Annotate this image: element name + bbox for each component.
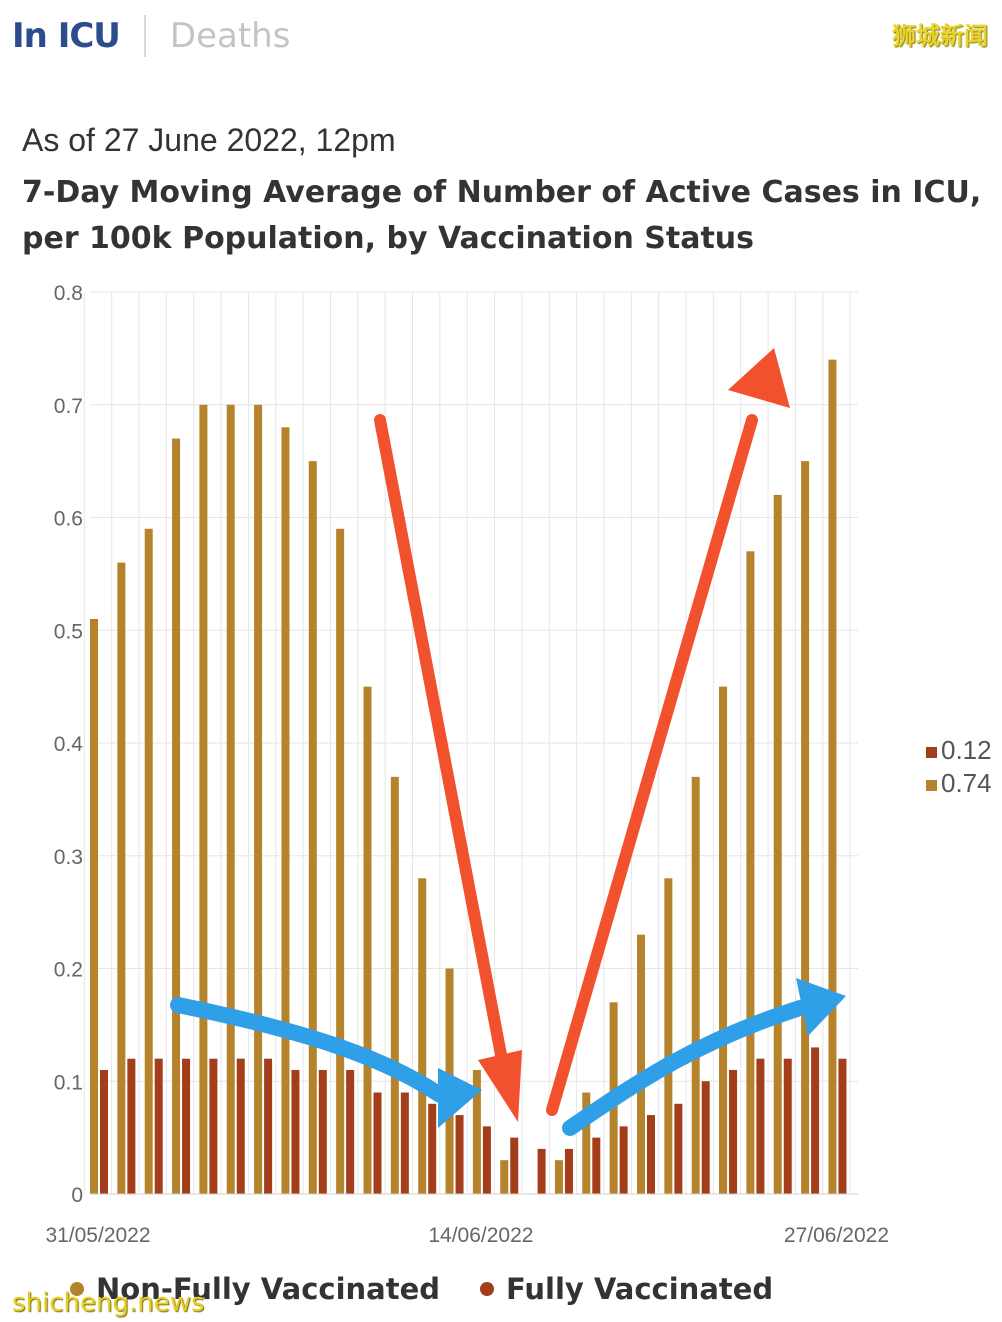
bar-non-fully-vaccinated xyxy=(117,562,126,1194)
bar-fully-vaccinated xyxy=(236,1058,245,1194)
bar-fully-vaccinated xyxy=(647,1115,655,1194)
bar-fully-vaccinated xyxy=(564,1148,573,1194)
bar-non-fully-vaccinated xyxy=(664,878,673,1194)
chart-subtitle: As of 27 June 2022, 12pm xyxy=(22,122,396,158)
bar-fully-vaccinated xyxy=(209,1058,218,1194)
tab-deaths[interactable]: Deaths xyxy=(169,16,291,56)
bar-non-fully-vaccinated xyxy=(90,618,98,1194)
bar-fully-vaccinated xyxy=(264,1058,273,1194)
bar-non-fully-vaccinated xyxy=(226,404,235,1194)
bar-fully-vaccinated xyxy=(400,1092,409,1194)
blue-arrow-right-shaft xyxy=(562,1000,808,1136)
bar-fully-vaccinated xyxy=(756,1058,765,1194)
blue-arrow-right-head xyxy=(796,978,846,1036)
y-tick-label: 0.5 xyxy=(54,620,83,643)
legend-label-non-fully: Non-Fully Vaccinated xyxy=(96,1272,441,1306)
red-arrow-down-shaft xyxy=(374,414,508,1066)
y-tick-label: 0.8 xyxy=(54,282,83,305)
bar-non-fully-vaccinated xyxy=(554,1160,563,1194)
y-tick-label: 0.7 xyxy=(54,395,83,418)
bar-fully-vaccinated xyxy=(811,1047,820,1194)
side-legend-label: 0.12 xyxy=(941,735,992,765)
bar-fully-vaccinated xyxy=(291,1069,300,1194)
bar-fully-vaccinated xyxy=(428,1103,437,1194)
blue-arrow-left-shaft xyxy=(170,997,448,1103)
legend-dot-fully xyxy=(480,1282,495,1296)
bar-non-fully-vaccinated xyxy=(746,551,755,1194)
bar-fully-vaccinated xyxy=(127,1058,136,1194)
bar-non-fully-vaccinated xyxy=(336,528,345,1194)
bar-fully-vaccinated xyxy=(455,1115,464,1194)
bar-fully-vaccinated xyxy=(346,1069,355,1194)
chart-legend: Non-Fully Vaccinated Fully Vaccinated xyxy=(70,1272,813,1306)
bar-fully-vaccinated xyxy=(619,1126,628,1194)
bar-fully-vaccinated xyxy=(537,1148,546,1194)
side-legend-swatch xyxy=(926,780,937,791)
watermark-site-bottom: shicheng.news xyxy=(12,1288,205,1318)
y-tick-label: 0.4 xyxy=(54,733,84,756)
bar-fully-vaccinated xyxy=(318,1069,327,1194)
watermark-logo-top: 狮城新闻 xyxy=(892,22,988,50)
bar-non-fully-vaccinated xyxy=(582,1092,591,1194)
x-tick-label: 31/05/2022 xyxy=(45,1224,150,1247)
bar-fully-vaccinated xyxy=(510,1137,519,1194)
legend-label-fully: Fully Vaccinated xyxy=(506,1272,774,1306)
legend-item-fully[interactable]: Fully Vaccinated xyxy=(480,1272,773,1306)
y-tick-label: 0.6 xyxy=(54,508,83,531)
tab-in-icu[interactable]: In ICU xyxy=(12,16,121,56)
red-arrow-up-shaft xyxy=(546,414,758,1116)
bar-non-fully-vaccinated xyxy=(363,686,372,1194)
side-legend-swatch xyxy=(926,747,937,758)
bar-non-fully-vaccinated xyxy=(254,404,263,1194)
bar-non-fully-vaccinated xyxy=(719,686,728,1194)
bar-non-fully-vaccinated xyxy=(828,359,837,1194)
blue-arrow-left-head xyxy=(438,1068,482,1128)
legend-item-non-fully[interactable]: Non-Fully Vaccinated xyxy=(70,1272,440,1306)
bar-non-fully-vaccinated xyxy=(308,461,317,1194)
y-tick-label: 0.1 xyxy=(54,1071,83,1094)
y-tick-label: 0 xyxy=(71,1184,83,1207)
bar-non-fully-vaccinated xyxy=(472,1069,481,1194)
red-arrow-up-head xyxy=(728,348,790,408)
bar-fully-vaccinated xyxy=(373,1092,382,1194)
red-arrow-down-head xyxy=(478,1050,522,1122)
bar-fully-vaccinated xyxy=(482,1126,491,1194)
bar-non-fully-vaccinated xyxy=(144,528,153,1194)
x-tick-label: 14/06/2022 xyxy=(428,1224,533,1247)
bar-non-fully-vaccinated xyxy=(637,934,645,1194)
y-tick-label: 0.3 xyxy=(54,846,83,869)
bar-fully-vaccinated xyxy=(154,1058,163,1194)
bar-fully-vaccinated xyxy=(838,1058,847,1194)
bar-non-fully-vaccinated xyxy=(281,427,290,1194)
x-tick-label: 27/06/2022 xyxy=(784,1224,889,1247)
bar-non-fully-vaccinated xyxy=(500,1160,509,1194)
bar-non-fully-vaccinated xyxy=(172,438,181,1194)
side-legend-label: 0.74 xyxy=(941,768,992,798)
bar-non-fully-vaccinated xyxy=(773,494,782,1194)
tab-bar: In ICU Deaths xyxy=(12,14,290,58)
y-tick-label: 0.2 xyxy=(54,959,83,982)
bar-non-fully-vaccinated xyxy=(199,404,208,1194)
bar-non-fully-vaccinated xyxy=(418,878,427,1194)
bar-fully-vaccinated xyxy=(182,1058,191,1194)
bar-fully-vaccinated xyxy=(729,1069,738,1194)
bar-fully-vaccinated xyxy=(701,1081,710,1194)
tab-divider xyxy=(143,15,146,57)
bar-non-fully-vaccinated xyxy=(801,461,810,1194)
bar-fully-vaccinated xyxy=(592,1137,601,1194)
bar-fully-vaccinated xyxy=(674,1103,683,1194)
bar-non-fully-vaccinated xyxy=(390,776,399,1194)
legend-dot-non-fully xyxy=(70,1282,84,1296)
bar-fully-vaccinated xyxy=(100,1069,108,1194)
chart-title: 7-Day Moving Average of Number of Active… xyxy=(22,175,982,256)
bar-non-fully-vaccinated xyxy=(691,776,700,1194)
bar-fully-vaccinated xyxy=(783,1058,792,1194)
